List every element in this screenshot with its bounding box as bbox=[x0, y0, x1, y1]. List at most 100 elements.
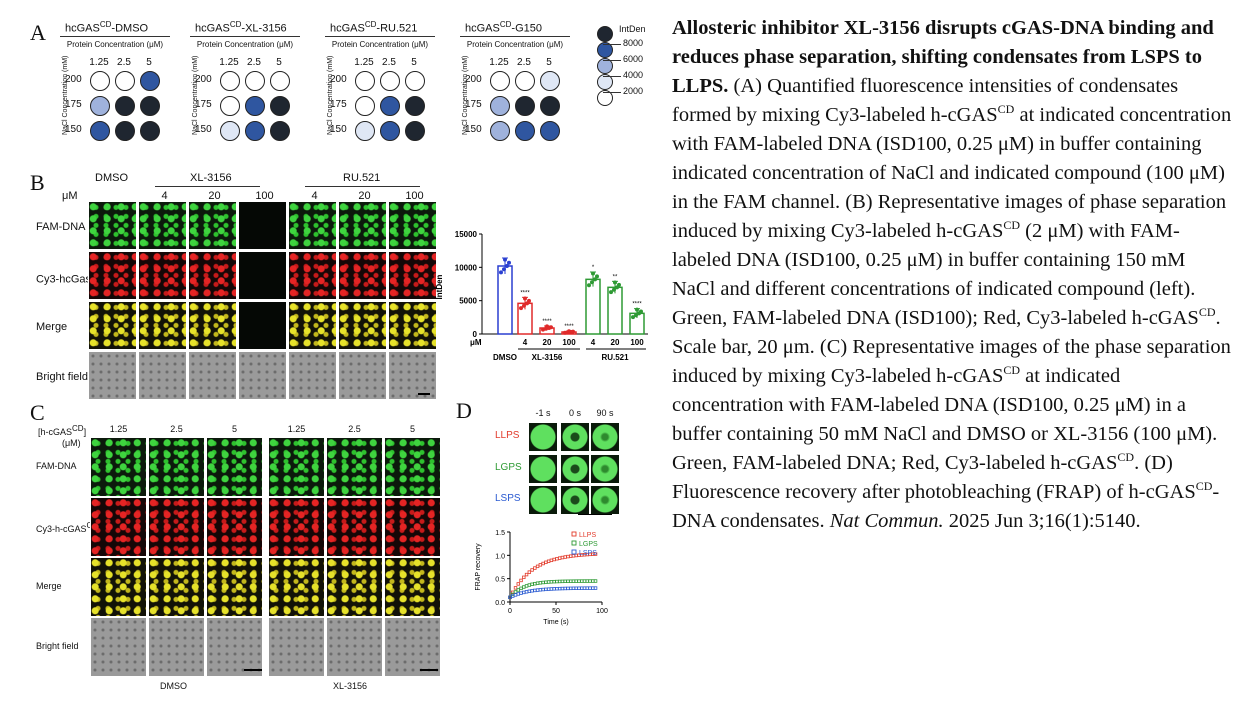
concentration-label: 100 bbox=[405, 190, 424, 202]
frap-data-point bbox=[541, 587, 545, 592]
concentration-label: 2.5 bbox=[170, 424, 183, 434]
row-label: Merge bbox=[36, 581, 62, 591]
data-point bbox=[590, 280, 594, 285]
x-tick-label: 20 bbox=[543, 338, 552, 347]
scale-bar bbox=[418, 393, 430, 395]
intensity-dot bbox=[540, 121, 560, 141]
concentration-label: 20 bbox=[358, 190, 371, 202]
frap-data-point bbox=[516, 588, 520, 592]
bar bbox=[607, 286, 623, 335]
row-label-text: Merge bbox=[36, 581, 62, 591]
x-tick-label: 100 bbox=[596, 608, 608, 615]
caption-body-3: (2 μM) with FAM-labeled DNA (ISD100, 0.2… bbox=[672, 220, 1199, 329]
significance-stars: ** bbox=[613, 274, 618, 280]
column-label: 5 bbox=[411, 57, 417, 68]
frap-data-point bbox=[593, 552, 598, 556]
frap-data-point bbox=[566, 554, 570, 559]
caption-body-5: at indicated concentration with FAM-labe… bbox=[672, 365, 1218, 474]
frap-data-point bbox=[538, 563, 543, 567]
frap-data-point bbox=[522, 585, 526, 589]
group-title-sup: CD bbox=[229, 20, 242, 29]
significance-stars: * bbox=[592, 265, 595, 271]
concentration-label: 2.5 bbox=[348, 424, 361, 434]
data-point bbox=[587, 283, 591, 288]
intensity-dot bbox=[355, 71, 375, 91]
micrograph-tile bbox=[338, 351, 387, 400]
frap-image-tile bbox=[528, 422, 558, 452]
micrograph-tile bbox=[238, 201, 287, 250]
group-underline bbox=[305, 186, 420, 187]
intensity-dot bbox=[490, 121, 510, 141]
frap-image-tile bbox=[560, 454, 590, 484]
micrograph-tile bbox=[338, 251, 387, 300]
bar bbox=[585, 278, 601, 335]
units-label: μM bbox=[470, 338, 482, 347]
micrograph-tile bbox=[206, 497, 263, 557]
group-title-suffix: -RU.521 bbox=[376, 22, 418, 35]
column-label: 5 bbox=[276, 57, 282, 68]
caption-sup-5: CD bbox=[1117, 450, 1135, 465]
intensity-dot bbox=[270, 121, 290, 141]
row-label-text: Cy3-hcGas bbox=[36, 273, 92, 286]
micrograph-tile bbox=[388, 251, 437, 300]
micrograph-tile bbox=[326, 557, 383, 617]
frap-data-point bbox=[571, 579, 576, 583]
micrograph-tile bbox=[338, 301, 387, 350]
micrograph-tile bbox=[288, 301, 337, 350]
group-title-sup: CD bbox=[364, 20, 377, 29]
row-label: 150 bbox=[195, 124, 212, 135]
intensity-dot bbox=[405, 71, 425, 91]
frap-data-point bbox=[541, 561, 545, 566]
row-label-text: Bright field bbox=[36, 371, 88, 383]
column-label: 2.5 bbox=[247, 57, 261, 68]
intensity-dot bbox=[355, 96, 375, 116]
row-label: 150 bbox=[65, 124, 82, 135]
panel-b-label: B bbox=[30, 170, 45, 195]
frap-data-point bbox=[588, 586, 592, 590]
x-tick-label: 4 bbox=[523, 338, 528, 347]
legend-dot bbox=[597, 26, 613, 42]
micrograph-tile bbox=[268, 497, 325, 557]
frap-data-point bbox=[593, 579, 598, 583]
row-label: 175 bbox=[195, 99, 212, 110]
frap-data-point bbox=[535, 588, 540, 592]
frap-image-tile bbox=[590, 485, 620, 515]
group-underline bbox=[325, 36, 435, 37]
column-label: 1.25 bbox=[489, 57, 509, 68]
intensity-dot bbox=[140, 96, 160, 116]
frap-data-point bbox=[533, 581, 537, 586]
data-point bbox=[567, 329, 571, 334]
frap-data-point bbox=[566, 586, 570, 591]
micrograph-tile bbox=[88, 351, 137, 400]
data-point bbox=[505, 264, 509, 268]
frap-data-point bbox=[522, 590, 526, 595]
significance-stars: **** bbox=[520, 290, 530, 296]
concentration-label: 5 bbox=[409, 424, 415, 434]
scale-bar bbox=[578, 514, 612, 515]
micrograph-tile bbox=[90, 617, 147, 677]
frap-data-point bbox=[557, 556, 562, 560]
row-label: Bright field bbox=[36, 641, 79, 651]
row-label: 200 bbox=[65, 74, 82, 85]
row-label: 175 bbox=[330, 99, 347, 110]
caption-body-4: . Scale bar, 20 μm. (C) Representative i… bbox=[672, 307, 1231, 387]
intensity-dot bbox=[490, 71, 510, 91]
micrograph-tile bbox=[384, 557, 441, 617]
frap-data-point bbox=[524, 584, 529, 588]
row-label: 200 bbox=[330, 74, 347, 85]
row-label-text: FAM-DNA bbox=[36, 461, 77, 471]
column-header-text: [h-cGAS bbox=[38, 427, 73, 437]
frap-data-point bbox=[555, 579, 559, 584]
micrograph-tile bbox=[388, 301, 437, 350]
micrograph-tile bbox=[88, 301, 137, 350]
micrograph-tile bbox=[188, 201, 237, 250]
frap-data-point bbox=[560, 555, 565, 560]
micrograph-tile bbox=[206, 617, 263, 677]
frap-data-point bbox=[519, 586, 523, 591]
data-point bbox=[591, 271, 595, 276]
frap-data-point bbox=[516, 592, 520, 596]
row-label-text: FAM-DNA bbox=[36, 221, 86, 233]
intensity-dot bbox=[115, 96, 135, 116]
x-tick-label: 100 bbox=[562, 338, 576, 347]
frap-recovery-chart: 0.0 0.5 1.0 1.5 0 50 100 Time (s) FRAP recovery L… bbox=[475, 530, 608, 626]
